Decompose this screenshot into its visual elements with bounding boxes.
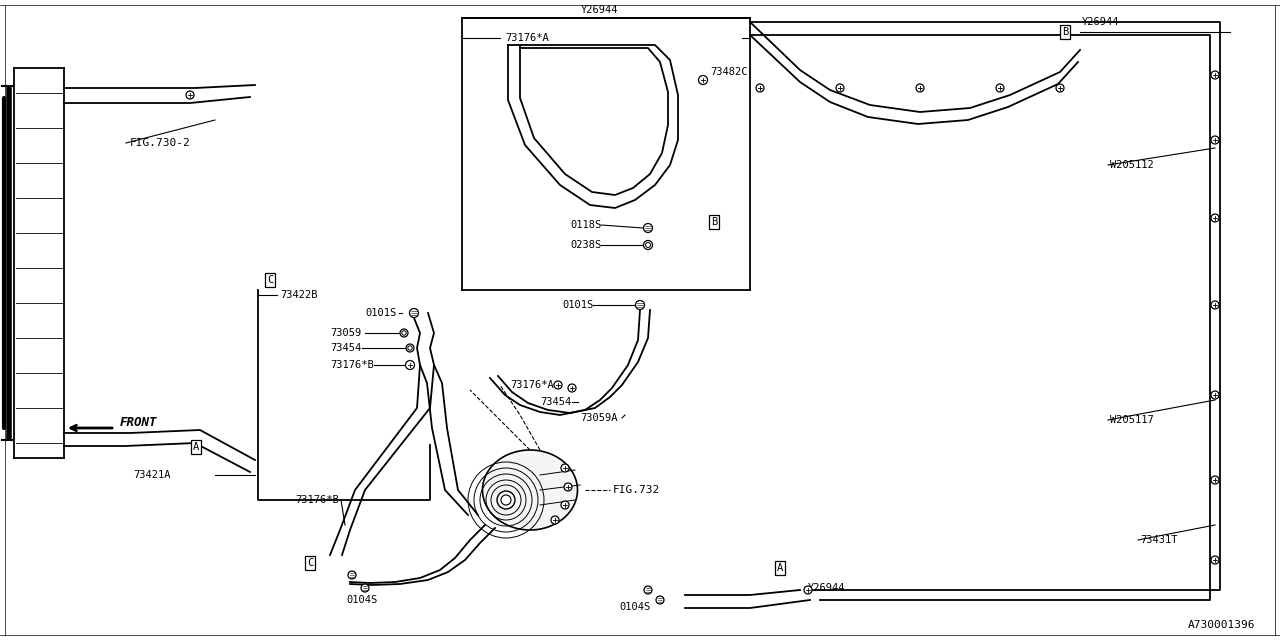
Circle shape [1211, 476, 1219, 484]
Circle shape [836, 84, 844, 92]
Circle shape [644, 586, 652, 594]
Text: 0238S: 0238S [570, 240, 602, 250]
Text: 0104S: 0104S [620, 602, 650, 612]
Circle shape [644, 223, 653, 232]
Circle shape [550, 516, 559, 524]
Text: Y26944: Y26944 [808, 583, 846, 593]
Circle shape [402, 331, 406, 335]
Text: 73431T: 73431T [1140, 535, 1178, 545]
Circle shape [361, 584, 369, 592]
Circle shape [804, 586, 812, 594]
Text: 0101S: 0101S [365, 308, 397, 318]
Circle shape [348, 571, 356, 579]
Text: 73059: 73059 [330, 328, 361, 338]
Circle shape [1211, 556, 1219, 564]
Text: A: A [777, 563, 783, 573]
Text: 73176*B: 73176*B [330, 360, 374, 370]
Ellipse shape [483, 450, 577, 530]
Circle shape [1211, 301, 1219, 309]
Text: 73454: 73454 [540, 397, 571, 407]
Circle shape [996, 84, 1004, 92]
Text: 73482C: 73482C [710, 67, 748, 77]
Circle shape [644, 241, 653, 250]
Text: 73422B: 73422B [280, 290, 317, 300]
Circle shape [554, 381, 562, 389]
Text: 73059A: 73059A [580, 413, 617, 423]
Text: B: B [710, 217, 717, 227]
Circle shape [1056, 84, 1064, 92]
Text: 73454: 73454 [330, 343, 361, 353]
Circle shape [1211, 391, 1219, 399]
Circle shape [699, 76, 708, 84]
Text: A730001396: A730001396 [1188, 620, 1254, 630]
Circle shape [401, 329, 408, 337]
Circle shape [657, 596, 664, 604]
Text: 73176*A: 73176*A [509, 380, 554, 390]
Text: Y26944: Y26944 [581, 5, 618, 15]
Circle shape [1211, 71, 1219, 79]
Text: Y26944: Y26944 [1082, 17, 1120, 27]
Circle shape [1211, 136, 1219, 144]
Circle shape [408, 346, 412, 350]
Text: 73176*B: 73176*B [294, 495, 339, 505]
Text: W205112: W205112 [1110, 160, 1153, 170]
Text: C: C [266, 275, 273, 285]
Text: 0101S: 0101S [562, 300, 593, 310]
Circle shape [406, 360, 415, 369]
Text: FIG.732: FIG.732 [613, 485, 660, 495]
Circle shape [561, 501, 570, 509]
Text: 0118S: 0118S [570, 220, 602, 230]
Circle shape [635, 301, 645, 310]
Circle shape [564, 483, 572, 491]
Text: 73421A: 73421A [133, 470, 170, 480]
Circle shape [916, 84, 924, 92]
Circle shape [561, 464, 570, 472]
Circle shape [500, 495, 511, 505]
Text: 73176*A: 73176*A [506, 33, 549, 43]
Circle shape [410, 308, 419, 317]
Circle shape [406, 344, 413, 352]
Text: W205117: W205117 [1110, 415, 1153, 425]
Text: C: C [307, 558, 314, 568]
Text: FIG.730-2: FIG.730-2 [131, 138, 191, 148]
Circle shape [1211, 214, 1219, 222]
Text: 0104S: 0104S [347, 595, 378, 605]
Text: B: B [1062, 27, 1068, 37]
Circle shape [645, 243, 650, 248]
Circle shape [568, 384, 576, 392]
Circle shape [186, 91, 195, 99]
Text: FRONT: FRONT [120, 415, 157, 429]
Circle shape [756, 84, 764, 92]
Text: A: A [193, 442, 200, 452]
